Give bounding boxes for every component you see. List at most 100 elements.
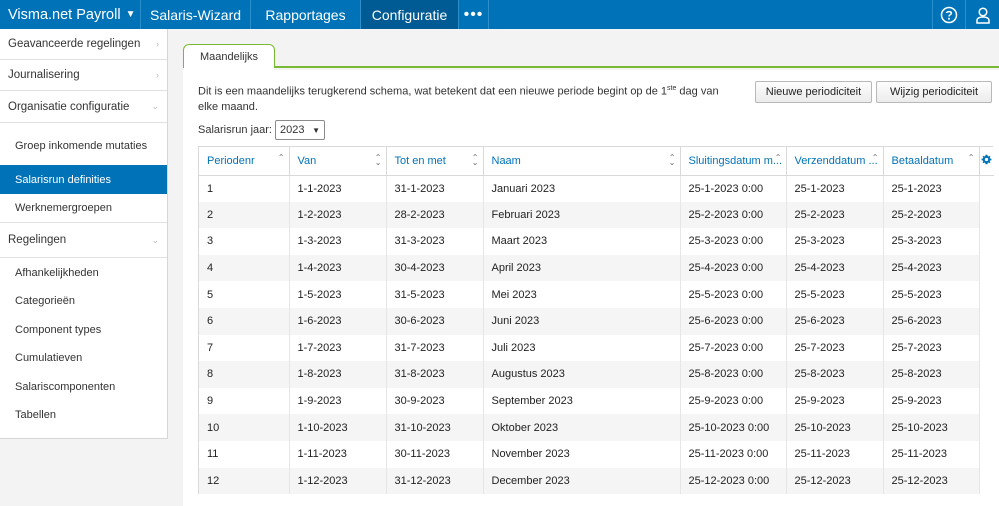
row-filler: [979, 254, 994, 282]
table-row[interactable]: 6 1-6-2023 30-6-2023 Juni 2023 25-6-2023 0:0…: [199, 307, 994, 335]
cell-naam: Februari 2023: [483, 201, 681, 229]
row-filler: [979, 307, 994, 335]
chevron-down-icon: ⌄: [151, 101, 159, 111]
table-row[interactable]: 12 1-12-2023 31-12-2023 December 2023 25-12-…: [199, 467, 994, 495]
column-header-verzenddatum[interactable]: Verzenddatum ... ⌃: [786, 147, 884, 176]
top-navigation-bar: Visma.net Payroll ▼ Salaris-Wizard Rappo…: [0, 0, 999, 29]
table-row[interactable]: 11 1-11-2023 30-11-2023 November 2023 25-11-…: [199, 440, 994, 468]
new-periodicity-button[interactable]: Nieuwe periodiciteit: [755, 81, 872, 103]
chevron-down-icon: ▼: [312, 125, 320, 135]
row-filler: [979, 440, 994, 468]
sidebar-section-label: Regelingen: [8, 234, 67, 246]
nav-configuratie[interactable]: Configuratie: [361, 0, 459, 29]
column-header-betaaldatum[interactable]: Betaaldatum ⌃: [883, 147, 980, 176]
column-header-tot-en-met[interactable]: Tot en met ⌃ ⌄: [386, 147, 484, 176]
table-row[interactable]: 5 1-5-2023 31-5-2023 Mei 2023 25-5-2023 0:00…: [199, 281, 994, 308]
help-button[interactable]: [933, 0, 966, 29]
column-header-sluitingsdatum[interactable]: Sluitingsdatum m... ⌃: [680, 147, 787, 176]
sidebar-item-label: Werknemergroepen: [15, 202, 113, 214]
row-filler: [979, 414, 994, 441]
sidebar-item-groep-inkomende-mutaties[interactable]: Groep inkomende mutaties: [0, 123, 167, 165]
tab-maandelijks[interactable]: Maandelijks: [183, 44, 275, 70]
sidebar-item-tabellen[interactable]: Tabellen: [0, 401, 167, 429]
cell-betaaldatum: 25-8-2023: [883, 361, 980, 388]
sidebar-section-geavanceerde-regelingen[interactable]: Geavanceerde regelingen ›: [0, 29, 167, 60]
table-row[interactable]: 8 1-8-2023 31-8-2023 Augustus 2023 25-8-2023…: [199, 361, 994, 388]
sort-icon: ⌃: [871, 153, 879, 162]
user-icon: [975, 6, 990, 24]
cell-van: 1-10-2023: [289, 414, 387, 441]
column-settings-button[interactable]: [979, 147, 994, 176]
column-label: Van: [297, 154, 317, 167]
row-filler: [979, 228, 994, 255]
nav-salaris-wizard[interactable]: Salaris-Wizard: [141, 0, 251, 29]
sidebar-item-categorieen[interactable]: Categorieën: [0, 287, 167, 315]
cell-betaaldatum: 25-3-2023: [883, 228, 980, 255]
cell-van: 1-12-2023: [289, 467, 387, 495]
cell-naam: Juli 2023: [483, 334, 681, 362]
column-header-naam[interactable]: Naam ⌃ ⌄: [483, 147, 681, 176]
cell-naam: September 2023: [483, 387, 681, 415]
cell-betaaldatum: 25-6-2023: [883, 307, 980, 335]
nav-rapportages[interactable]: Rapportages: [251, 0, 361, 29]
cell-verzenddatum: 25-8-2023: [786, 361, 884, 388]
app-title: Visma.net Payroll: [8, 6, 121, 23]
help-circle-icon: [940, 6, 958, 23]
cell-van: 1-9-2023: [289, 387, 387, 415]
cell-verzenddatum: 25-10-2023: [786, 414, 884, 441]
chevron-right-icon: ›: [156, 70, 159, 80]
cell-betaaldatum: 25-5-2023: [883, 281, 980, 308]
table-row[interactable]: 7 1-7-2023 31-7-2023 Juli 2023 25-7-2023 0:0…: [199, 334, 994, 362]
sort-icon: ⌃ ⌄: [374, 153, 382, 167]
edit-periodicity-button[interactable]: Wijzig periodiciteit: [876, 81, 992, 103]
cell-naam: Oktober 2023: [483, 414, 681, 441]
sidebar-item-afhankelijkheden[interactable]: Afhankelijkheden: [0, 258, 167, 287]
sidebar-section-label: Geavanceerde regelingen: [8, 38, 141, 50]
table-row[interactable]: 3 1-3-2023 31-3-2023 Maart 2023 25-3-2023 0:…: [199, 228, 994, 255]
sidebar-item-label: Categorieën: [15, 295, 75, 307]
sidebar-item-cumulatieven[interactable]: Cumulatieven: [0, 344, 167, 372]
cell-verzenddatum: 25-5-2023: [786, 281, 884, 308]
sidebar: Geavanceerde regelingen › Journalisering…: [0, 29, 168, 439]
description-superscript: ste: [667, 85, 677, 92]
sidebar-item-salariscomponenten[interactable]: Salariscomponenten: [0, 372, 167, 401]
app-menu-button[interactable]: Visma.net Payroll ▼: [0, 0, 141, 29]
table-row[interactable]: 2 1-2-2023 28-2-2023 Februari 2023 25-2-2023…: [199, 201, 994, 229]
cell-verzenddatum: 25-4-2023: [786, 254, 884, 282]
cell-periodenr: 7: [199, 334, 290, 362]
cell-periodenr: 3: [199, 228, 290, 255]
table-row[interactable]: 1 1-1-2023 31-1-2023 Januari 2023 25-1-2023 …: [199, 175, 994, 202]
table-row[interactable]: 10 1-10-2023 31-10-2023 Oktober 2023 25-10-2…: [199, 414, 994, 441]
cell-verzenddatum: 25-3-2023: [786, 228, 884, 255]
column-header-van[interactable]: Van ⌃ ⌄: [289, 147, 387, 176]
sidebar-item-werknemergroepen[interactable]: Werknemergroepen: [0, 194, 167, 223]
user-profile-button[interactable]: [966, 0, 999, 29]
column-label: Verzenddatum ...: [794, 154, 878, 167]
year-select[interactable]: 2023 ▼: [274, 120, 325, 140]
column-header-periodenr[interactable]: Periodenr ⌃: [199, 147, 290, 176]
cell-betaaldatum: 25-12-2023: [883, 467, 980, 495]
sidebar-section-organisatie-configuratie[interactable]: Organisatie configuratie ⌄: [0, 91, 167, 123]
sort-ascending-icon: ⌃: [277, 153, 285, 162]
cell-sluitingsdatum: 25-4-2023 0:00: [680, 254, 787, 282]
column-label: Sluitingsdatum m...: [688, 154, 783, 167]
sidebar-section-journalisering[interactable]: Journalisering ›: [0, 60, 167, 91]
sidebar-item-salarisrun-definities[interactable]: Salarisrun definities: [0, 165, 167, 194]
cell-van: 1-8-2023: [289, 361, 387, 388]
tab-strip: Maandelijks: [183, 44, 999, 70]
cell-verzenddatum: 25-7-2023: [786, 334, 884, 362]
year-value: 2023: [279, 124, 305, 136]
cell-tot-en-met: 31-12-2023: [386, 467, 484, 495]
periods-table: Periodenr ⌃ Van ⌃ ⌄ Tot en met ⌃ ⌄ Naam ⌃ ⌄ Slu…: [198, 146, 994, 495]
more-menu-button[interactable]: •••: [459, 0, 489, 29]
sidebar-section-regelingen[interactable]: Regelingen ⌄: [0, 223, 167, 258]
chevron-down-icon: ▼: [125, 9, 136, 20]
cell-betaaldatum: 25-4-2023: [883, 254, 980, 282]
cell-betaaldatum: 25-7-2023: [883, 334, 980, 362]
tab-panel: Dit is een maandelijks terugkerend schem…: [183, 70, 999, 506]
table-header-row: Periodenr ⌃ Van ⌃ ⌄ Tot en met ⌃ ⌄ Naam ⌃ ⌄ Slu…: [199, 147, 994, 176]
table-row[interactable]: 9 1-9-2023 30-9-2023 September 2023 25-9-202…: [199, 387, 994, 415]
table-row[interactable]: 4 1-4-2023 30-4-2023 April 2023 25-4-2023 0:…: [199, 254, 994, 282]
sidebar-item-component-types[interactable]: Component types: [0, 315, 167, 344]
cell-van: 1-4-2023: [289, 254, 387, 282]
